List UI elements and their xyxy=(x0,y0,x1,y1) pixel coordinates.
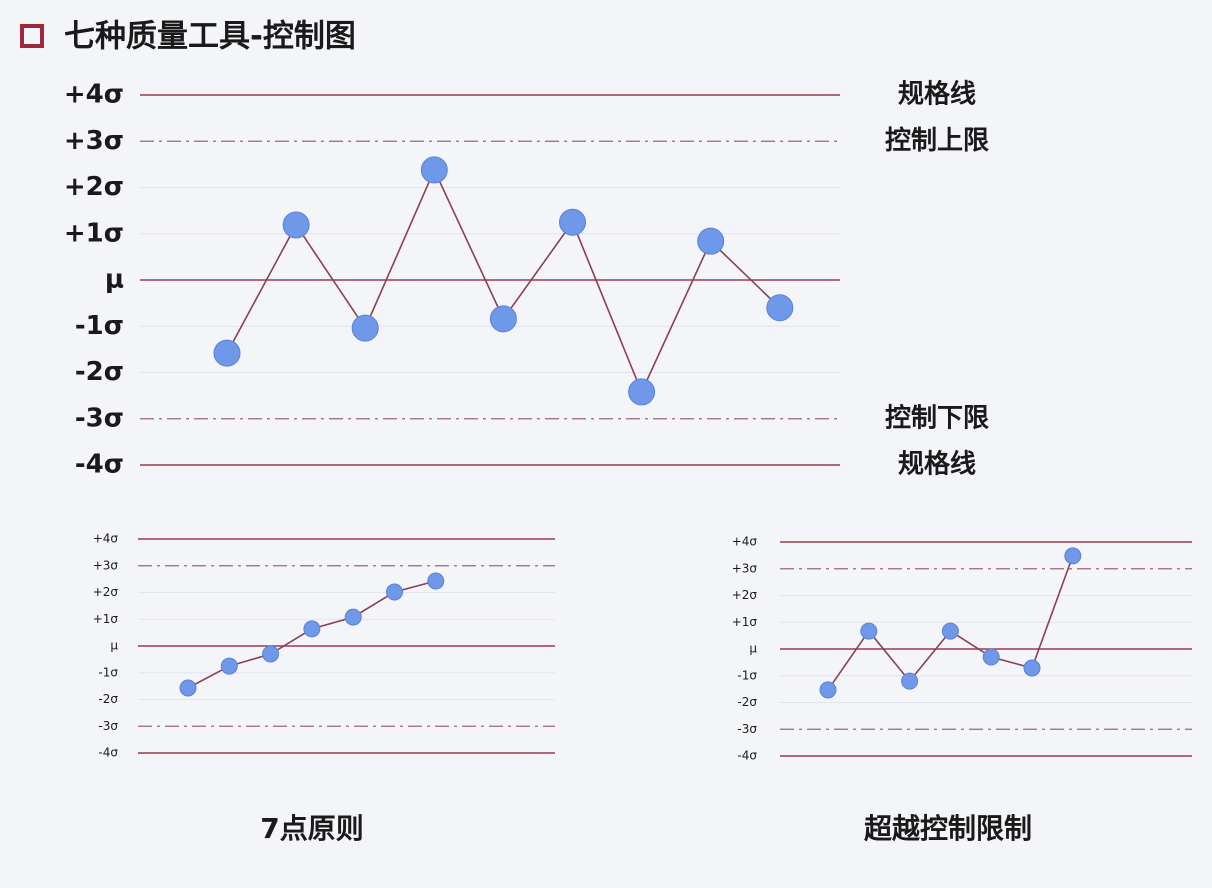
y-tick-label: +2σ xyxy=(93,585,119,599)
data-point xyxy=(351,314,379,342)
y-tick-label: -3σ xyxy=(75,403,124,433)
annotation: 控制上限 xyxy=(885,126,989,156)
y-tick-label: +3σ xyxy=(93,558,119,572)
y-tick-label: -3σ xyxy=(98,719,118,733)
data-point xyxy=(344,608,362,626)
title-icon xyxy=(20,24,44,48)
y-tick-label: μ xyxy=(749,642,757,656)
annotation: 规格线 xyxy=(898,449,976,480)
annotation: 规格线 xyxy=(898,79,976,110)
annotation: 控制下限 xyxy=(885,403,989,433)
y-tick-label: μ xyxy=(110,639,118,653)
data-point xyxy=(303,620,321,638)
y-tick-label: +3σ xyxy=(732,561,758,575)
y-tick-label: +1σ xyxy=(93,612,119,626)
data-point xyxy=(697,227,725,255)
y-tick-label: +4σ xyxy=(732,535,758,549)
y-tick-label: +1σ xyxy=(64,218,124,248)
data-point xyxy=(179,679,197,697)
data-point xyxy=(559,208,586,236)
data-point xyxy=(819,681,837,699)
y-tick-label: +4σ xyxy=(93,532,119,546)
y-tick-label: -2σ xyxy=(737,695,757,709)
data-point xyxy=(982,648,1000,666)
data-point xyxy=(213,339,241,367)
y-tick-label: μ xyxy=(105,265,124,295)
slide-title: 七种质量工具-控制图 xyxy=(64,19,356,55)
data-point xyxy=(766,294,794,322)
data-point xyxy=(1064,547,1082,565)
y-tick-label: -3σ xyxy=(737,722,757,736)
y-tick-label: +3σ xyxy=(64,126,124,156)
y-tick-label: -4σ xyxy=(737,749,757,763)
data-point xyxy=(427,572,445,590)
y-tick-label: +2σ xyxy=(732,588,758,602)
data-point xyxy=(941,622,959,640)
chart-caption: 7点原则 xyxy=(260,812,363,845)
data-point xyxy=(901,672,919,690)
data-point xyxy=(628,378,656,406)
data-point xyxy=(1023,659,1041,677)
y-tick-label: -4σ xyxy=(98,746,118,760)
data-point xyxy=(860,622,878,640)
data-point xyxy=(420,156,448,184)
data-point xyxy=(220,657,238,675)
data-point xyxy=(489,305,517,333)
series-line xyxy=(226,167,781,394)
y-tick-label: +2σ xyxy=(64,172,124,202)
y-tick-label: -1σ xyxy=(737,668,757,682)
y-tick-label: -2σ xyxy=(98,692,118,706)
y-tick-label: -1σ xyxy=(98,665,118,679)
y-tick-label: -1σ xyxy=(75,311,124,341)
chart-caption: 超越控制限制 xyxy=(864,812,1032,845)
y-tick-label: -4σ xyxy=(75,450,124,480)
y-tick-label: +1σ xyxy=(732,615,758,629)
data-point xyxy=(262,645,280,663)
y-tick-label: -2σ xyxy=(75,357,124,387)
data-point xyxy=(282,211,310,239)
data-point xyxy=(386,583,403,601)
y-tick-label: +4σ xyxy=(64,80,124,110)
